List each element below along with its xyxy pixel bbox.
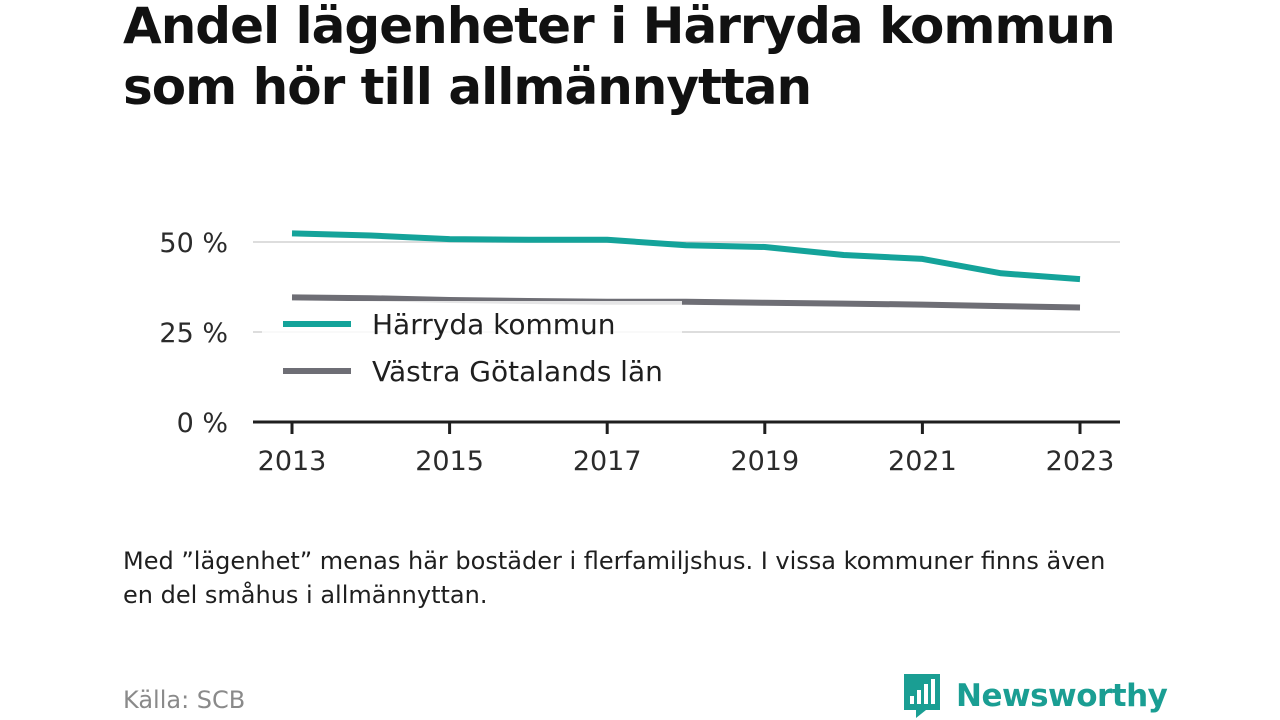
newsworthy-logo-icon [904,674,940,718]
series-line [291,230,1081,283]
series-lines [291,230,1081,311]
brand-name: Newsworthy [956,678,1168,714]
y-tick-label: 25 % [159,318,228,349]
x-tick-label: 2013 [258,446,327,477]
legend-label: Härryda kommun [372,308,616,341]
x-tick-label: 2021 [888,446,957,477]
x-tick-label: 2017 [573,446,642,477]
y-tick-label: 50 % [159,228,228,259]
footnote: Med ”lägenhet” menas här bostäder i fler… [123,547,1106,609]
y-tick-label: 0 % [177,408,228,439]
chart-title: Andel lägenheter i Härryda kommun som hö… [123,0,1116,116]
x-tick-label: 2015 [415,446,484,477]
x-tick-label: 2023 [1046,446,1115,477]
x-tick-label: 2019 [730,446,799,477]
legend: Härryda kommun Västra Götalands län [262,301,682,393]
source-label: Källa: SCB [123,686,246,714]
legend-label: Västra Götalands län [372,355,663,388]
legend-background [262,301,682,393]
brand-logo[interactable]: Newsworthy [902,672,1168,720]
series-line [291,294,1081,311]
axes: 0 % 25 % 50 % 2013 2015 2017 2019 2021 2023 [159,228,1120,477]
